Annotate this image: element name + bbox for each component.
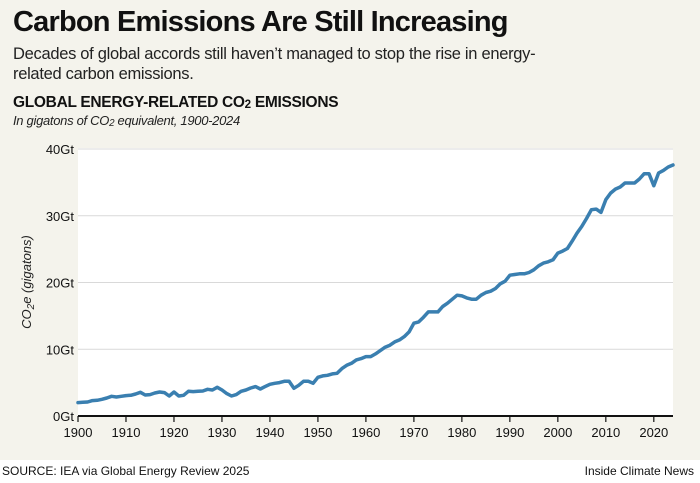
chart-subtitle: In gigatons of CO2 equivalent, 1900-2024 [13, 113, 240, 129]
chart-title-subscript: 2 [244, 98, 251, 112]
chart-subtitle-subscript: 2 [109, 117, 115, 129]
x-tick-label: 2020 [639, 425, 668, 440]
credit: Inside Climate News [584, 464, 694, 478]
x-tick-label: 1930 [207, 425, 236, 440]
page-subtitle: Decades of global accords still haven’t … [13, 45, 536, 83]
y-axis-label-subscript: 2 [26, 303, 37, 310]
x-tick-label: 1950 [303, 425, 332, 440]
y-tick-label: 10Gt [46, 342, 75, 357]
series-group [76, 163, 675, 405]
y-tick-label: 40Gt [46, 142, 75, 157]
chart-subtitle-part: equivalent, 1900-2024 [114, 113, 241, 128]
y-axis: 0Gt 10Gt 20Gt 30Gt 40Gt [46, 142, 75, 424]
x-tick-label: 2000 [543, 425, 572, 440]
x-tick-label: 1920 [160, 425, 189, 440]
page-title: Carbon Emissions Are Still Increasing [13, 6, 509, 38]
x-tick-label: 1960 [351, 425, 380, 440]
y-axis-label-part: e (gigatons) [19, 235, 34, 304]
line-chart: 0Gt 10Gt 20Gt 30Gt 40Gt 1900 1910 1920 1930 1940… [19, 142, 675, 440]
x-axis: 1900 1910 1920 1930 1940 1950 1960 1970 1980 1990… [64, 415, 673, 440]
x-tick-label: 1910 [112, 425, 141, 440]
x-tick-label: 1940 [255, 425, 284, 440]
chart-title: GLOBAL ENERGY-RELATED CO2 EMISSIONS [13, 94, 339, 112]
y-tick-label: 0Gt [53, 409, 74, 424]
chart-title-part: EMISSIONS [250, 94, 339, 111]
emissions-line [76, 163, 675, 405]
x-tick-label: 2010 [591, 425, 620, 440]
x-tick-label: 1970 [399, 425, 428, 440]
source-note: SOURCE: IEA via Global Energy Review 202… [2, 464, 250, 478]
gridlines [78, 148, 673, 350]
y-axis-label-part: CO [19, 309, 34, 329]
y-tick-label: 30Gt [46, 209, 75, 224]
chart-title-part: GLOBAL ENERGY-RELATED CO [13, 94, 245, 111]
x-tick-label: 1990 [495, 425, 524, 440]
chart-subtitle-part: In gigatons of CO [13, 113, 110, 128]
y-axis-label: CO2e (gigatons) [19, 235, 37, 329]
x-tick-label: 1980 [447, 425, 476, 440]
x-tick-label: 1900 [64, 425, 93, 440]
y-tick-label: 20Gt [46, 276, 75, 291]
